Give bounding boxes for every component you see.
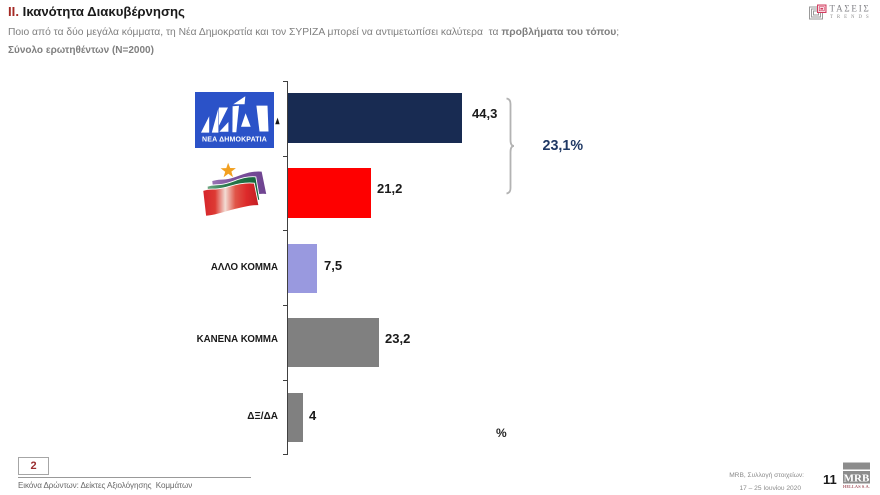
svg-text:MRB: MRB [844, 473, 870, 485]
svg-text:TRENDS: TRENDS [830, 15, 873, 20]
svg-text:ΤΑΣΕΙΣ: ΤΑΣΕΙΣ [830, 4, 871, 14]
svg-text:ΝΕΑ ΔΗΜΟΚΡΑΤΙΑ: ΝΕΑ ΔΗΜΟΚΡΑΤΙΑ [202, 137, 267, 144]
svg-text:HELLAS S.A.: HELLAS S.A. [843, 484, 870, 489]
